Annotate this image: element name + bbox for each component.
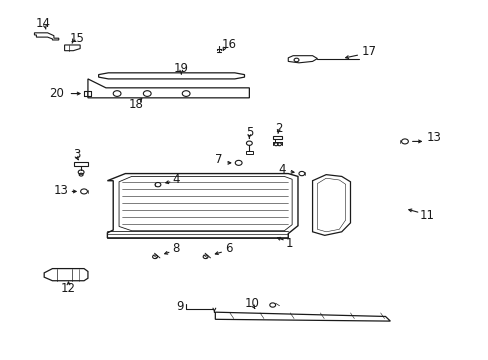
Text: 16: 16	[221, 38, 236, 51]
Text: 13: 13	[54, 184, 69, 197]
Text: 5: 5	[245, 126, 252, 139]
Text: 8: 8	[171, 242, 179, 255]
Text: 3: 3	[73, 148, 81, 161]
Polygon shape	[107, 174, 297, 238]
Text: 17: 17	[361, 45, 375, 58]
Text: 2: 2	[274, 122, 282, 135]
Text: 11: 11	[419, 209, 433, 222]
Text: 12: 12	[61, 283, 76, 296]
Text: 15: 15	[69, 32, 84, 45]
Text: 1: 1	[285, 237, 292, 250]
Text: 19: 19	[173, 62, 188, 75]
Text: 13: 13	[426, 131, 441, 144]
Text: 14: 14	[35, 17, 50, 30]
Text: 20: 20	[49, 87, 64, 100]
Text: 9: 9	[176, 300, 184, 313]
Text: 4: 4	[278, 163, 285, 176]
Text: 4: 4	[172, 173, 180, 186]
Text: 6: 6	[225, 242, 232, 255]
Polygon shape	[44, 269, 88, 281]
Text: 18: 18	[129, 98, 143, 111]
Text: 7: 7	[215, 153, 222, 166]
Text: 10: 10	[244, 297, 259, 310]
